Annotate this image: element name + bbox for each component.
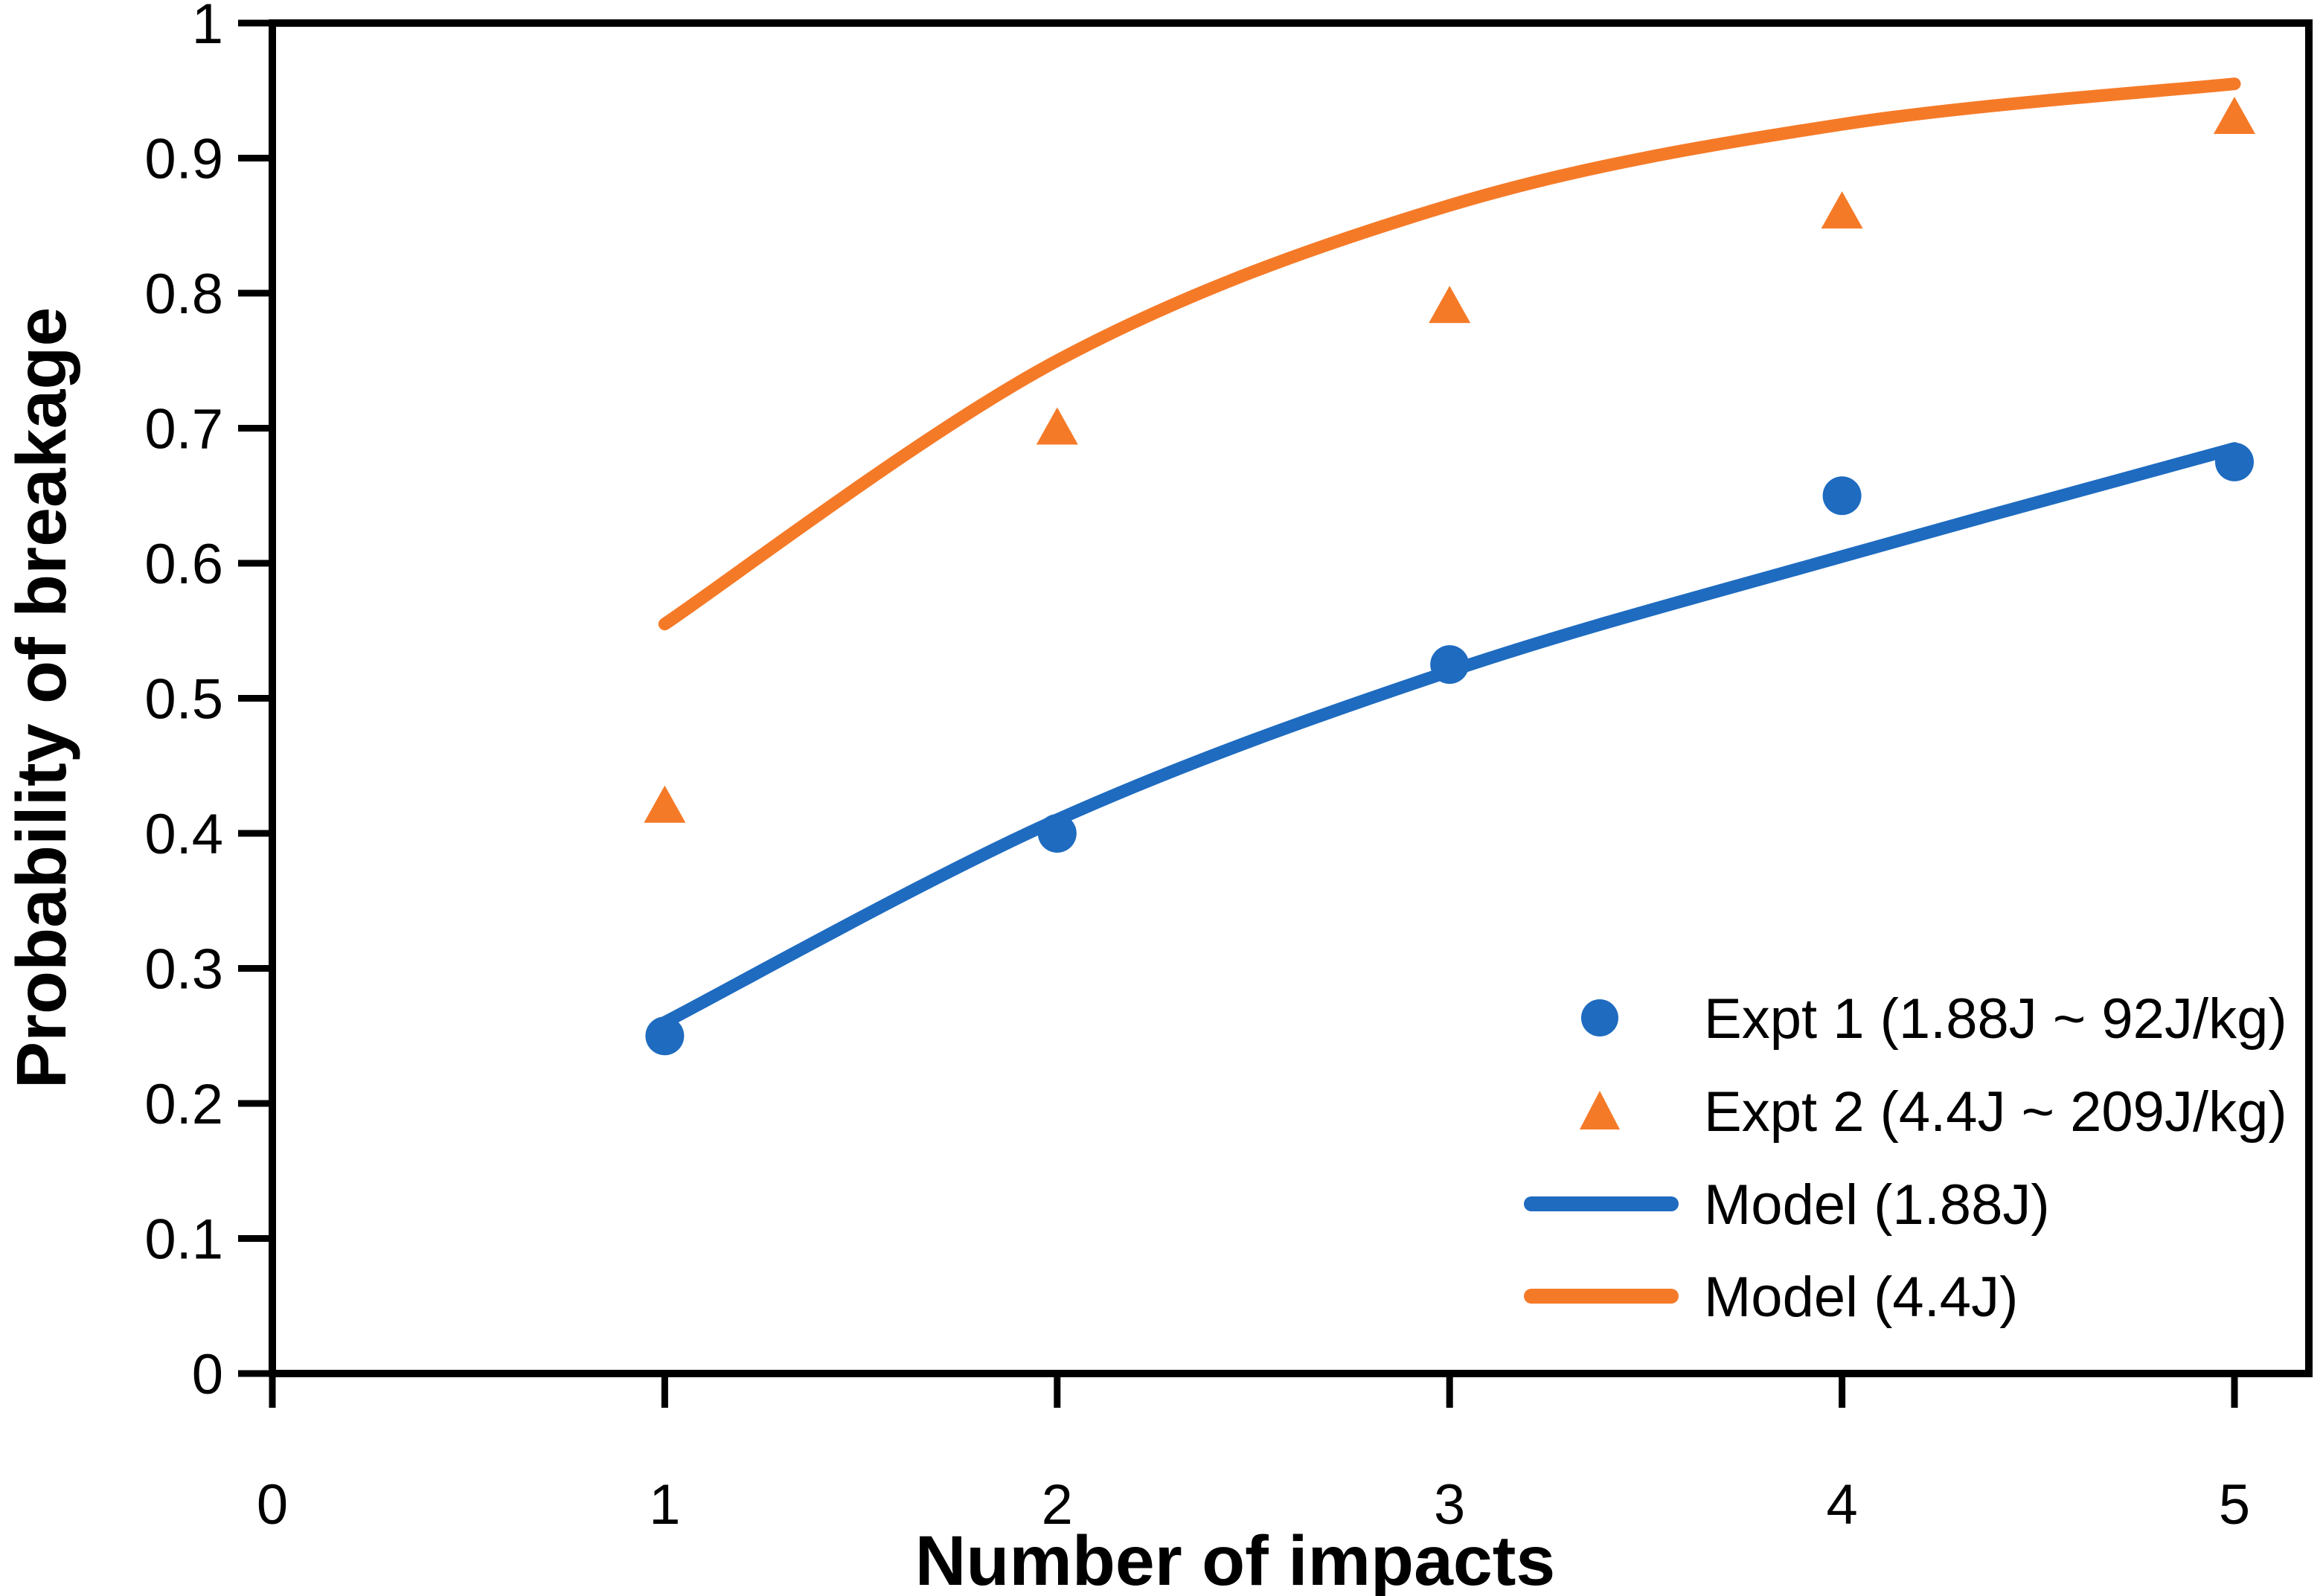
x-tick-label: 1	[649, 1473, 680, 1536]
y-tick-label: 0.9	[144, 128, 223, 191]
y-tick-label: 1	[192, 0, 223, 56]
data-point-circle	[1822, 476, 1862, 516]
model-curve	[658, 442, 2241, 1029]
y-tick-label: 0.8	[144, 263, 223, 326]
data-point-circle	[2215, 442, 2254, 481]
x-tick-label: 2	[1042, 1473, 1073, 1536]
data-point-triangle	[1429, 286, 1471, 324]
y-tick-label: 0.1	[144, 1208, 223, 1272]
x-axis-title: Number of impacts	[915, 1522, 1555, 1596]
x-tick-label: 0	[257, 1473, 288, 1536]
legend-marker-expt1-circle-icon	[1581, 999, 1618, 1036]
x-tick-label: 3	[1434, 1473, 1465, 1536]
data-point-triangle	[1036, 407, 1078, 445]
plot-area: 0 1 2 3 4 5 0 0.1 0.2 0.3 0.4 0.5 0.6 0.7 0.8 0.9 1	[144, 0, 2313, 1536]
x-tick-label: 4	[1826, 1473, 1857, 1536]
y-tick-label: 0.7	[144, 398, 223, 461]
legend: Expt 1 (1.88J ~ 92J/kg) Expt 2 (4.4J ~ 2…	[1524, 987, 2287, 1329]
y-tick-label: 0	[192, 1343, 223, 1406]
data-point-triangle	[644, 785, 686, 823]
y-tick-label: 0.3	[144, 938, 223, 1001]
data-point-triangle	[1821, 191, 1863, 229]
model-curve	[658, 77, 2241, 631]
y-tick-label: 0.6	[144, 533, 223, 596]
x-tick-label: 5	[2219, 1473, 2250, 1536]
legend-label-expt2: Expt 2 (4.4J ~ 209J/kg)	[1704, 1080, 2287, 1144]
y-tick-label: 0.4	[144, 803, 223, 866]
plot-border	[269, 19, 2313, 1377]
y-axis-title: Probability of breakage	[2, 307, 81, 1089]
legend-label-model-1-88J: Model (1.88J)	[1704, 1173, 2050, 1237]
legend-label-model-4-4J: Model (4.4J)	[1704, 1266, 2018, 1329]
legend-label-expt1: Expt 1 (1.88J ~ 92J/kg)	[1704, 987, 2287, 1051]
legend-marker-expt2-triangle-icon	[1580, 1091, 1620, 1129]
data-point-circle	[1037, 814, 1077, 853]
data-point-circle	[645, 1016, 685, 1056]
data-point-triangle	[2214, 97, 2255, 135]
y-tick-label: 0.2	[144, 1073, 223, 1136]
y-tick-label: 0.5	[144, 668, 223, 731]
data-point-circle	[1430, 645, 1470, 685]
